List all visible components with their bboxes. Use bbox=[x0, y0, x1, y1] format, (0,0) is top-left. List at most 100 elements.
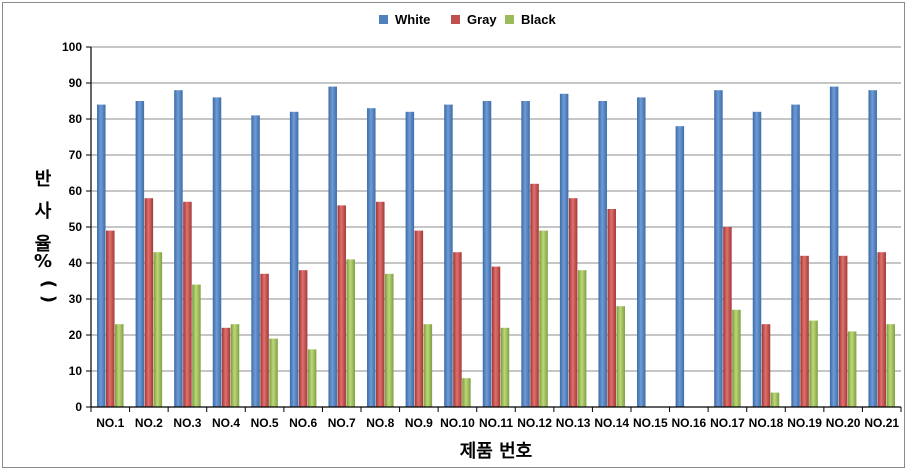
bar-white-no4 bbox=[212, 97, 222, 408]
tick-labels: 0 10 20 30 40 50 60 70 80 90 100 NO.1 NO.2 NO.3 NO.4 NO… bbox=[62, 40, 899, 430]
axes bbox=[86, 46, 902, 412]
y-axis-title-char: ( bbox=[38, 280, 59, 288]
bar-gray-no10 bbox=[453, 252, 462, 407]
x-tick-label: NO.2 bbox=[135, 416, 163, 430]
x-tick-label: NO.15 bbox=[633, 416, 668, 430]
y-tick-label: 40 bbox=[69, 256, 83, 270]
y-tick-label: 80 bbox=[69, 112, 83, 126]
legend: White Gray Black bbox=[379, 12, 556, 27]
bar-gray-no5 bbox=[260, 273, 269, 407]
bar-gray-no12 bbox=[530, 183, 539, 407]
legend-swatch-white bbox=[379, 15, 388, 24]
y-tick-label: 20 bbox=[69, 328, 83, 342]
x-tick-label: NO.21 bbox=[864, 416, 899, 430]
bar-white-no17 bbox=[714, 90, 723, 407]
bar-white-no15 bbox=[637, 97, 646, 408]
bar-white-no3 bbox=[174, 90, 183, 407]
bar-black-no6 bbox=[307, 349, 317, 407]
bar-black-no18 bbox=[770, 392, 780, 407]
x-tick-label: NO.13 bbox=[556, 416, 591, 430]
bar-black-no12 bbox=[539, 230, 548, 407]
bar-black-no9 bbox=[423, 324, 433, 407]
y-axis-title-char: 율 bbox=[35, 234, 52, 255]
bar-white-no19 bbox=[791, 104, 800, 407]
axis-titles: 제품 번호 반사율 (%) bbox=[34, 169, 532, 462]
bar-white-no12 bbox=[521, 101, 530, 407]
x-tick-label: NO.10 bbox=[440, 416, 475, 430]
bar-black-no4 bbox=[230, 324, 240, 407]
bar-white-no2 bbox=[135, 101, 145, 407]
legend-label-white: White bbox=[395, 12, 430, 27]
y-axis-title-char: 사 bbox=[35, 201, 52, 222]
y-tick-label: 90 bbox=[69, 76, 83, 90]
bar-gray-no1 bbox=[106, 230, 115, 407]
bar-white-no18 bbox=[752, 111, 762, 408]
x-tick-label: NO.7 bbox=[328, 416, 356, 430]
bar-white-no14 bbox=[598, 101, 607, 407]
x-tick-label: NO.8 bbox=[366, 416, 394, 430]
bar-white-no8 bbox=[367, 108, 376, 407]
x-tick-label: NO.3 bbox=[173, 416, 201, 430]
x-tick-label: NO.4 bbox=[212, 416, 240, 430]
bar-gray-no20 bbox=[838, 255, 848, 407]
bar-black-no17 bbox=[732, 309, 741, 407]
y-tick-label: 50 bbox=[69, 220, 83, 234]
bar-gray-no2 bbox=[144, 198, 154, 407]
bar-gray-no19 bbox=[800, 255, 809, 407]
bar-white-no9 bbox=[405, 111, 415, 408]
bar-black-no1 bbox=[115, 324, 124, 407]
bar-white-no6 bbox=[289, 111, 299, 408]
bar-white-no13 bbox=[559, 93, 569, 408]
x-tick-label: NO.1 bbox=[96, 416, 124, 430]
bar-white-no5 bbox=[251, 115, 260, 408]
bar-gray-no13 bbox=[568, 198, 578, 407]
bar-white-no16 bbox=[675, 126, 685, 407]
x-tick-label: NO.11 bbox=[479, 416, 513, 430]
legend-swatch-black bbox=[505, 15, 514, 24]
bar-black-no19 bbox=[809, 320, 818, 407]
bar-black-no10 bbox=[462, 378, 471, 407]
x-tick-label: NO.18 bbox=[749, 416, 784, 430]
y-axis-title-char: ) bbox=[38, 295, 59, 303]
bar-gray-no6 bbox=[298, 270, 308, 407]
x-axis-title: 제품 번호 bbox=[460, 441, 533, 462]
bar-black-no3 bbox=[192, 284, 201, 407]
legend-label-black: Black bbox=[521, 12, 556, 27]
bar-gray-no14 bbox=[607, 209, 616, 407]
bar-chart: 0 10 20 30 40 50 60 70 80 90 100 NO.1 NO.2 NO.3 NO.4 NO… bbox=[34, 12, 902, 462]
legend-label-gray: Gray bbox=[467, 12, 497, 27]
x-tick-label: NO.9 bbox=[405, 416, 433, 430]
x-tick-label: NO.12 bbox=[517, 416, 552, 430]
y-tick-label: 30 bbox=[69, 292, 83, 306]
bar-white-no20 bbox=[829, 86, 839, 407]
bar-black-no5 bbox=[269, 338, 278, 407]
bar-white-no7 bbox=[328, 86, 337, 407]
bar-gray-no8 bbox=[376, 201, 385, 407]
x-tick-label: NO.20 bbox=[826, 416, 861, 430]
x-tick-label: NO.17 bbox=[710, 416, 745, 430]
legend-swatch-gray bbox=[451, 15, 460, 24]
bar-gray-no7 bbox=[337, 205, 346, 407]
bar-black-no20 bbox=[847, 331, 857, 407]
bar-black-no14 bbox=[616, 306, 625, 407]
bar-gray-no21 bbox=[877, 252, 886, 407]
bar-black-no21 bbox=[886, 324, 895, 407]
x-tick-label: NO.19 bbox=[787, 416, 822, 430]
bar-black-no13 bbox=[577, 270, 587, 407]
y-tick-label: 100 bbox=[62, 40, 82, 54]
bar-white-no21 bbox=[868, 90, 877, 407]
bar-black-no7 bbox=[346, 259, 355, 407]
y-tick-label: 60 bbox=[69, 184, 83, 198]
x-tick-label: NO.5 bbox=[251, 416, 279, 430]
x-tick-label: NO.16 bbox=[672, 416, 707, 430]
bar-gray-no18 bbox=[761, 324, 771, 407]
bar-gray-no9 bbox=[414, 230, 424, 407]
bar-white-no11 bbox=[482, 101, 492, 407]
bar-gray-no11 bbox=[491, 266, 501, 407]
bar-black-no2 bbox=[153, 252, 163, 407]
bar-gray-no4 bbox=[221, 327, 231, 407]
bar-black-no8 bbox=[385, 273, 394, 407]
bar-black-no11 bbox=[500, 327, 510, 407]
x-tick-label: NO.6 bbox=[289, 416, 317, 430]
y-tick-label: 0 bbox=[75, 400, 82, 414]
